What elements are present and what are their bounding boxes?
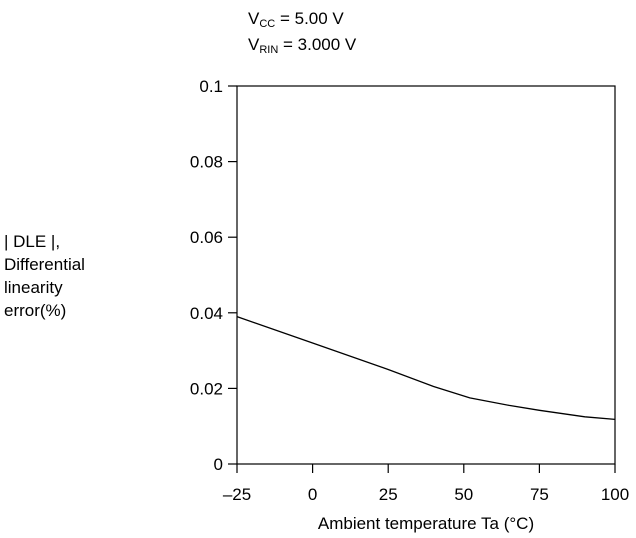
series-line-dle [236, 315, 616, 421]
x-tick-label: –25 [223, 485, 251, 504]
y-tick-label: 0 [214, 455, 223, 474]
y-axis: 0 0.02 0.04 0.06 0.08 0.1 [190, 77, 237, 474]
y-tick-label: 0.06 [190, 228, 223, 247]
condition-vrin: VRIN = 3.000 V [248, 35, 357, 56]
plot-frame [236, 85, 616, 465]
x-tick-label: 75 [530, 485, 549, 504]
x-tick-label: 25 [379, 485, 398, 504]
y-tick-label: 0.1 [199, 77, 223, 96]
y-tick-label: 0.02 [190, 379, 223, 398]
y-tick-label: 0.08 [190, 153, 223, 172]
x-axis-label: Ambient temperature Ta (°C) [318, 514, 534, 533]
x-tick-label: 0 [308, 485, 317, 504]
x-tick-label: 100 [601, 485, 629, 504]
condition-vcc: VCC = 5.00 V [248, 9, 344, 30]
y-axis-label: | DLE |, Differential linearity error(%) [4, 232, 90, 320]
x-tick-label: 50 [454, 485, 473, 504]
y-tick-label: 0.04 [190, 304, 223, 323]
x-axis: –25 0 25 50 75 100 [223, 464, 629, 504]
